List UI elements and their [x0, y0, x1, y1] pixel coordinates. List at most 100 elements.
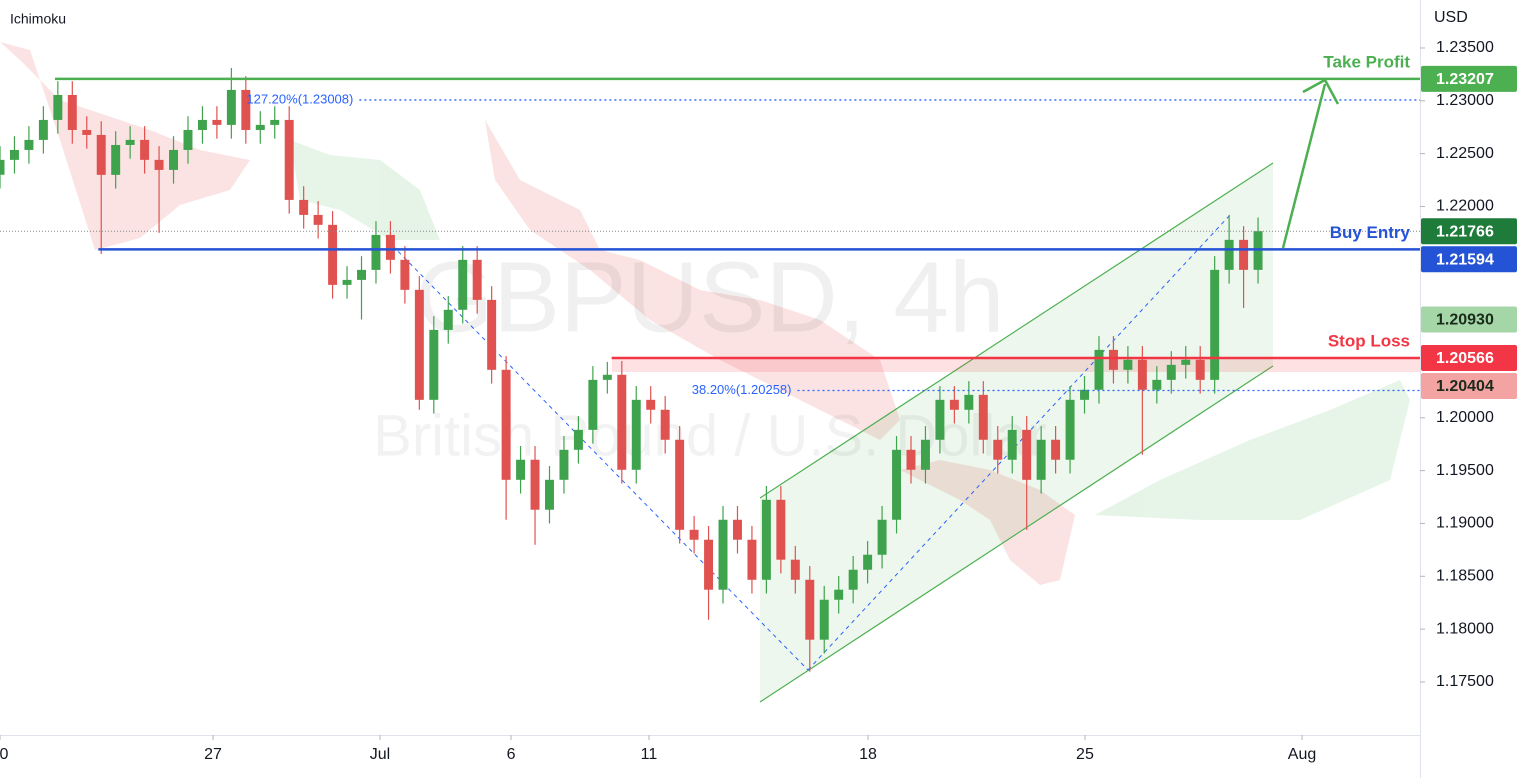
candle-body [38, 119, 48, 140]
channel-lower [759, 365, 1274, 703]
arrow-head [1302, 78, 1340, 105]
candle-body [414, 289, 424, 400]
candle-body [169, 149, 179, 170]
candle-body [573, 429, 583, 450]
watermark-subtitle: British Pound / U.S. Dollar [373, 403, 1047, 468]
candle-body [1051, 439, 1061, 460]
candle-body [458, 259, 468, 310]
price-label: 1.21594 [1436, 251, 1494, 268]
cloud-green [290, 140, 440, 240]
level-label: Take Profit [1323, 52, 1410, 71]
x-tick-label: 11 [641, 746, 658, 763]
candle-body [183, 129, 193, 150]
candle-body [357, 269, 366, 280]
candle-body [790, 559, 800, 580]
candle-body [516, 459, 526, 480]
stop-zone [612, 358, 1420, 372]
candle-body [472, 259, 482, 300]
candle-body [385, 234, 395, 260]
candle-body [501, 369, 511, 480]
candle-body [689, 529, 699, 540]
candle-body [675, 439, 685, 530]
candle-body [82, 129, 92, 135]
x-tick-label: 0 [0, 746, 9, 763]
candle-body [631, 399, 641, 470]
candle-body [212, 119, 222, 125]
candle-body [226, 89, 236, 125]
candle-body [342, 279, 352, 285]
candle-body [154, 159, 164, 170]
price-label: 1.20566 [1436, 350, 1494, 367]
price-label: 1.20404 [1436, 378, 1494, 395]
candle-body [96, 134, 106, 175]
fib-label: 38.20%(1.20258) [692, 382, 792, 397]
candle-body [805, 579, 815, 640]
price-label-box [1421, 344, 1517, 371]
y-tick-label: 1.19000 [1436, 515, 1494, 532]
x-tick-label: 27 [204, 746, 222, 763]
candle-body [1007, 429, 1017, 460]
candle-body [545, 479, 554, 510]
candle-body [1181, 359, 1191, 365]
candle-body [559, 449, 569, 480]
candle-body [487, 299, 497, 370]
candle-body [776, 499, 786, 560]
candle-body [906, 449, 916, 470]
level-label: Buy Entry [1330, 223, 1411, 242]
y-tick-label: 1.23500 [1436, 39, 1494, 56]
price-label-box [1421, 246, 1517, 273]
y-tick-label: 1.22500 [1436, 145, 1494, 162]
price-label-box [1421, 372, 1517, 399]
candle-body [241, 89, 251, 130]
candle-body [1022, 429, 1032, 480]
arrow [1281, 83, 1327, 249]
candle-body [197, 119, 207, 130]
price-label-box [1421, 218, 1517, 245]
candle-body [400, 259, 410, 290]
x-tick-label: 6 [507, 746, 516, 763]
candle-body [24, 139, 34, 150]
price-label-box [1421, 65, 1517, 92]
candle-body [1195, 359, 1205, 380]
candle-body [1239, 239, 1249, 270]
candle-body [920, 439, 930, 470]
cloud-red [485, 120, 900, 440]
x-tick-label: Aug [1288, 746, 1316, 763]
indicator-label: Ichimoku [10, 11, 66, 27]
candle-body [140, 139, 150, 160]
candle-body [602, 374, 612, 380]
candle-body [1137, 359, 1147, 390]
candle-body [834, 589, 844, 600]
y-tick-label: 1.18000 [1436, 620, 1494, 637]
candle-body [646, 399, 656, 410]
price-label: 1.23207 [1436, 71, 1494, 88]
candle-body [732, 519, 742, 540]
candle-body [949, 399, 959, 410]
candle-body [819, 599, 829, 640]
candle-body [530, 459, 540, 510]
candle-body [993, 439, 1003, 460]
y-tick-label: 1.17500 [1436, 673, 1494, 690]
cloud-green [1095, 380, 1410, 520]
y-tick-label: 1.19500 [1436, 462, 1494, 479]
candle-body [1166, 364, 1176, 380]
fib-label: 127.20%(1.23008) [246, 91, 353, 106]
candle-body [284, 119, 294, 200]
cloud-red [900, 460, 1075, 585]
candle-body [125, 139, 135, 145]
candle-body [978, 394, 988, 440]
price-label: 1.20930 [1436, 312, 1494, 329]
y-tick-label: 1.22000 [1436, 198, 1494, 215]
level-label: Stop Loss [1328, 331, 1410, 350]
candle-body [964, 394, 974, 410]
candle-body [1224, 239, 1234, 270]
candle-body [1065, 399, 1075, 460]
candle-body [1036, 439, 1046, 480]
watermark-title: GBPUSD, 4h [415, 241, 1004, 353]
candle-body [1080, 389, 1090, 400]
candle-body [588, 379, 598, 430]
y-tick-label: 1.23000 [1436, 92, 1494, 109]
